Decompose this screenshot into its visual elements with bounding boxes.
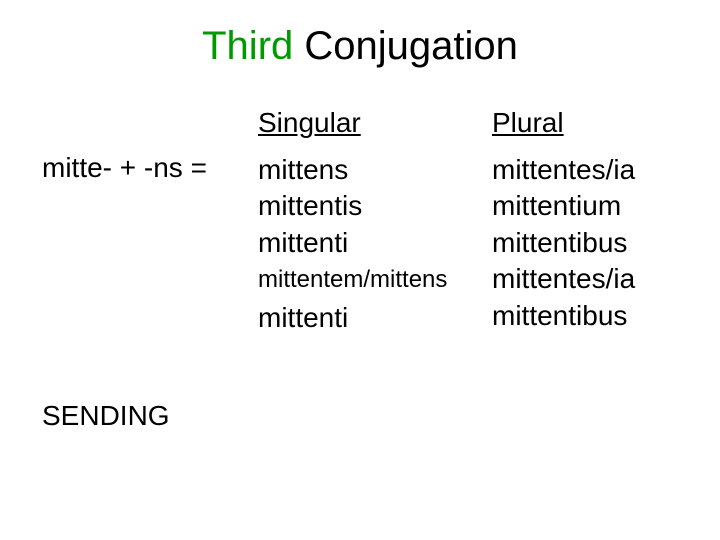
- plural-dat: mittentibus: [492, 225, 635, 261]
- title-first-word: Third: [202, 24, 293, 68]
- plural-column: mittentes/ia mittentium mittentibus mitt…: [492, 152, 635, 334]
- singular-dat: mittenti: [258, 225, 447, 261]
- plural-gen: mittentium: [492, 188, 635, 224]
- title-rest: Conjugation: [293, 24, 518, 68]
- singular-nom: mittens: [258, 152, 447, 188]
- header-singular: Singular: [258, 107, 361, 139]
- singular-gen: mittentis: [258, 188, 447, 224]
- sending-label: SENDING: [42, 400, 170, 432]
- header-plural: Plural: [492, 107, 564, 139]
- singular-abl: mittenti: [258, 300, 447, 336]
- singular-acc: mittentem/mittens: [258, 261, 447, 299]
- plural-acc: mittentes/ia: [492, 261, 635, 297]
- plural-nom: mittentes/ia: [492, 152, 635, 188]
- formula-label: mitte- + -ns =: [42, 152, 207, 184]
- plural-abl: mittentibus: [492, 298, 635, 334]
- singular-column: mittens mittentis mittenti mittentem/mit…: [258, 152, 447, 336]
- page-title: Third Conjugation: [0, 24, 720, 69]
